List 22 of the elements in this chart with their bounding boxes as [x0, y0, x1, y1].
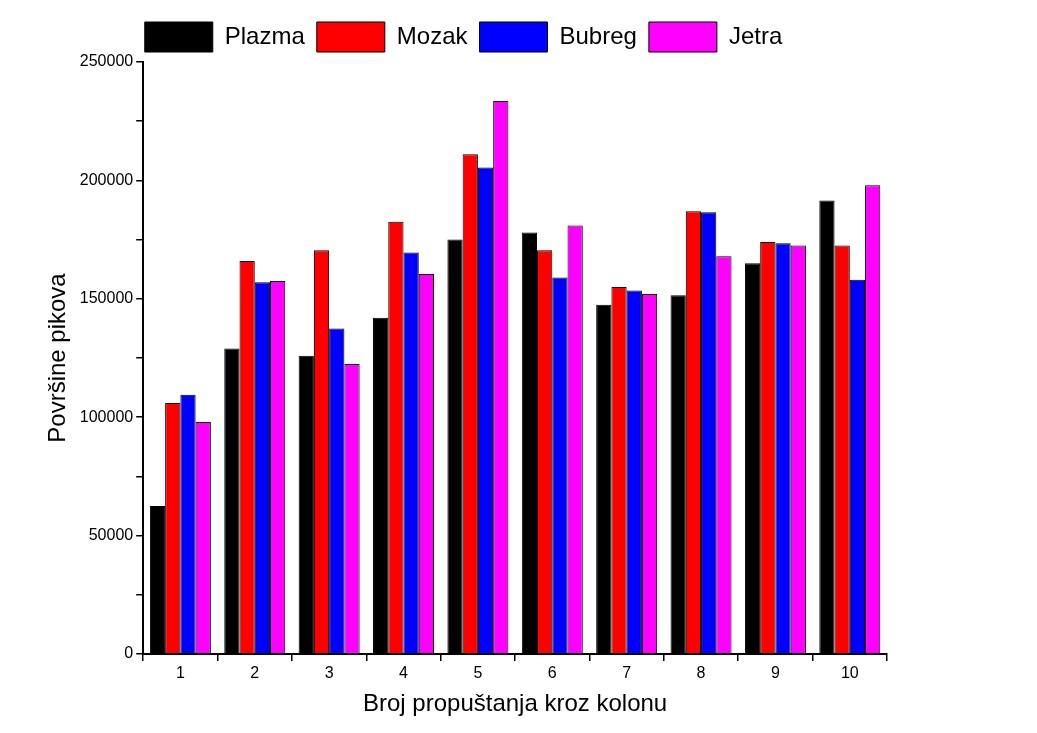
x-tick-label: 2: [250, 664, 260, 682]
x-tick-label: 9: [770, 664, 780, 682]
legend-label: Jetra: [728, 21, 783, 49]
x-axis-title: Broj propuštanja kroz kolonu: [363, 689, 668, 717]
y-tick-label: 0: [124, 644, 134, 662]
x-tick-label: 10: [840, 664, 859, 682]
y-tick-label: 100000: [79, 407, 134, 425]
x-tick-label: 5: [473, 664, 483, 682]
x-tick-label: 6: [547, 664, 557, 682]
legend-label: Mozak: [396, 21, 469, 49]
x-tick-label: 8: [696, 664, 706, 682]
y-tick-label: 150000: [79, 289, 134, 307]
y-tick-label: 250000: [79, 52, 134, 70]
x-tick-label: 7: [622, 664, 632, 682]
legend-label: Plazma: [224, 21, 306, 49]
y-tick-label: 200000: [79, 170, 134, 188]
y-axis-title: Površine pikova: [43, 272, 71, 443]
y-tick-label: 50000: [88, 526, 134, 544]
legend-label: Bubreg: [559, 21, 637, 49]
x-tick-label: 1: [175, 664, 185, 682]
x-tick-label: 4: [399, 664, 409, 682]
x-tick-label: 3: [324, 664, 334, 682]
